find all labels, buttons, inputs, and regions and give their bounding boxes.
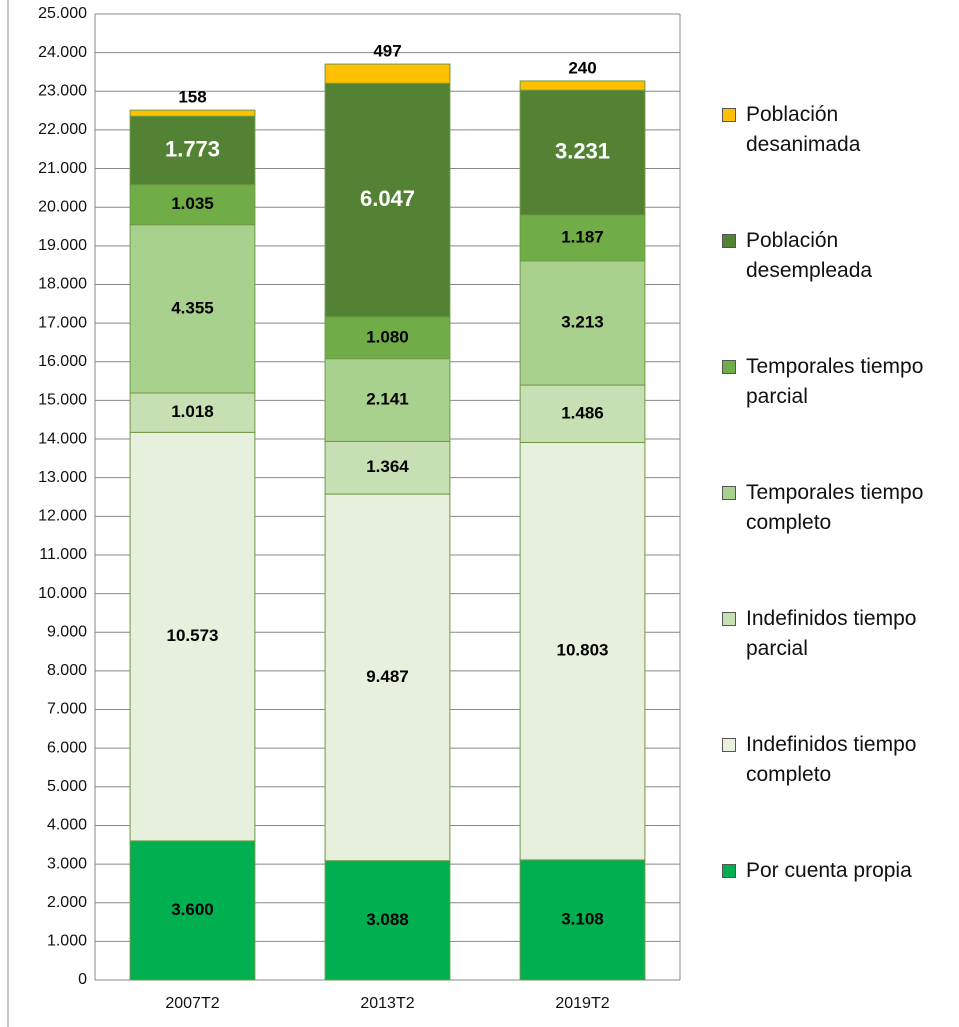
bar-segment — [324, 440, 451, 495]
x-tick-label: 2019T2 — [555, 995, 609, 1012]
legend-swatch — [722, 234, 736, 248]
y-tick-label: 25.000 — [38, 5, 87, 22]
bar-segment — [324, 63, 451, 84]
y-tick-label: 21.000 — [38, 160, 87, 177]
legend-item: Población desanimada — [722, 100, 957, 226]
y-tick-label: 1.000 — [47, 933, 87, 950]
data-label: 3.088 — [366, 910, 409, 929]
legend-item: Temporales tiempo completo — [722, 478, 957, 604]
y-tick-label: 19.000 — [38, 237, 87, 254]
y-tick-label: 13.000 — [38, 469, 87, 486]
bar-segment — [129, 115, 256, 186]
data-label: 1.187 — [561, 227, 604, 246]
bar-segment — [324, 358, 451, 442]
y-tick-label: 0 — [78, 971, 87, 988]
bar-segment — [519, 80, 646, 91]
data-label: 9.487 — [366, 667, 409, 686]
data-label: 4.355 — [171, 298, 214, 317]
bar-segment — [324, 316, 451, 360]
data-label: 1.486 — [561, 403, 604, 422]
y-tick-label: 16.000 — [38, 353, 87, 370]
data-label: 1.773 — [165, 136, 220, 161]
legend: Población desanimada Población desemplead… — [722, 100, 957, 982]
y-tick-label: 18.000 — [38, 276, 87, 293]
legend-item: Temporales tiempo parcial — [722, 352, 957, 478]
data-label: 2.141 — [366, 390, 409, 409]
bar-segment — [519, 89, 646, 216]
legend-swatch — [722, 864, 736, 878]
x-tick-label: 2007T2 — [165, 995, 219, 1012]
bar-segment — [519, 859, 646, 981]
bar-segment — [129, 392, 256, 433]
y-tick-label: 17.000 — [38, 314, 87, 331]
bar-segment — [519, 384, 646, 443]
legend-swatch — [722, 108, 736, 122]
data-label: 497 — [373, 42, 401, 61]
legend-swatch — [722, 486, 736, 500]
legend-label: Indefinidos tiempo parcial — [746, 607, 917, 660]
legend-swatch — [722, 738, 736, 752]
bar-segment — [519, 260, 646, 386]
y-tick-label: 22.000 — [38, 121, 87, 138]
y-tick-label: 2.000 — [47, 894, 87, 911]
data-label: 3.213 — [561, 312, 604, 331]
legend-label: Población desempleada — [746, 229, 873, 282]
legend-label: Temporales tiempo completo — [746, 481, 924, 534]
y-tick-label: 20.000 — [38, 198, 87, 215]
legend-label: Población desanimada — [746, 103, 861, 156]
data-label: 6.047 — [360, 186, 415, 211]
bar-segment — [129, 224, 256, 394]
y-tick-label: 24.000 — [38, 44, 87, 61]
x-tick-label: 2013T2 — [360, 995, 414, 1012]
y-tick-label: 11.000 — [39, 546, 87, 563]
y-tick-label: 7.000 — [47, 701, 87, 718]
data-label: 1.364 — [366, 457, 409, 476]
bar-segment — [324, 493, 451, 862]
y-tick-label: 15.000 — [38, 392, 87, 409]
data-label: 158 — [178, 88, 206, 107]
data-label: 3.600 — [171, 900, 214, 919]
data-label: 3.231 — [555, 138, 610, 163]
legend-item: Población desempleada — [722, 226, 957, 352]
bar-segment — [519, 441, 646, 861]
y-tick-label: 10.000 — [38, 585, 87, 602]
legend-label: Por cuenta propia — [746, 859, 912, 882]
legend-item: Por cuenta propia — [722, 856, 957, 982]
data-label: 240 — [568, 58, 596, 77]
y-tick-label: 8.000 — [47, 662, 87, 679]
legend-item: Indefinidos tiempo completo — [722, 730, 957, 856]
legend-item: Indefinidos tiempo parcial — [722, 604, 957, 730]
legend-swatch — [722, 612, 736, 626]
y-tick-label: 3.000 — [47, 855, 87, 872]
data-label: 1.018 — [171, 402, 214, 421]
y-tick-label: 14.000 — [38, 430, 87, 447]
data-label: 1.080 — [366, 327, 409, 346]
legend-label: Temporales tiempo parcial — [746, 355, 924, 408]
legend-label: Indefinidos tiempo completo — [746, 733, 917, 786]
y-tick-label: 9.000 — [47, 623, 87, 640]
bar-segment — [129, 431, 256, 842]
y-tick-label: 23.000 — [38, 82, 87, 99]
data-label: 1.035 — [171, 194, 214, 213]
data-label: 10.803 — [557, 641, 609, 660]
legend-swatch — [722, 360, 736, 374]
y-tick-label: 12.000 — [38, 508, 87, 525]
bar-segment — [324, 860, 451, 981]
y-tick-label: 6.000 — [47, 739, 87, 756]
bar-segment — [324, 82, 451, 318]
y-tick-label: 4.000 — [47, 817, 87, 834]
bar-segment — [129, 109, 256, 117]
data-label: 3.108 — [561, 909, 604, 928]
data-label: 10.573 — [167, 626, 219, 645]
y-tick-label: 5.000 — [47, 778, 87, 795]
bar-segment — [129, 840, 256, 981]
